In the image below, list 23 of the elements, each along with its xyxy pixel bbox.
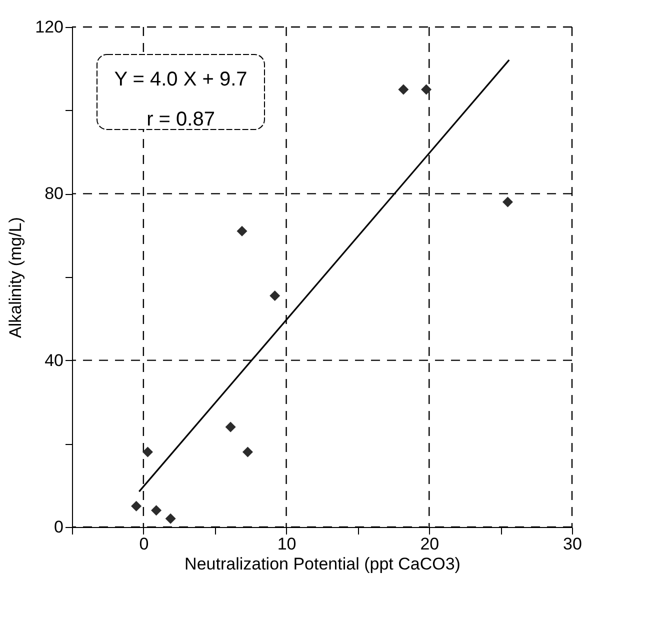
point: [270, 290, 280, 301]
point: [502, 196, 513, 208]
point: [242, 446, 253, 458]
point: [131, 500, 142, 512]
x-axis-title: Neutralization Potential (ppt CaCO3): [184, 554, 460, 574]
point: [236, 226, 248, 236]
point: [398, 84, 409, 95]
x-tick-label: 0: [139, 534, 149, 554]
point: [151, 505, 162, 516]
annotation: Y = 4.0 X + 9.7: [114, 68, 248, 90]
y-tick-label: 80: [44, 184, 64, 204]
x-tick-label: 10: [277, 534, 296, 554]
x-tick-label: 20: [420, 534, 440, 554]
y-tick-label: 120: [35, 18, 64, 36]
point: [165, 513, 176, 524]
y-tick-label: 0: [54, 518, 64, 536]
x-tick-label: 30: [563, 534, 582, 554]
point: [421, 84, 432, 95]
y-tick-label: 40: [44, 350, 64, 370]
annotation: r = 0.87: [146, 108, 215, 130]
point: [225, 422, 236, 432]
point: [142, 446, 153, 458]
y-axis-title: Alkalinity (mg/L): [6, 217, 26, 338]
